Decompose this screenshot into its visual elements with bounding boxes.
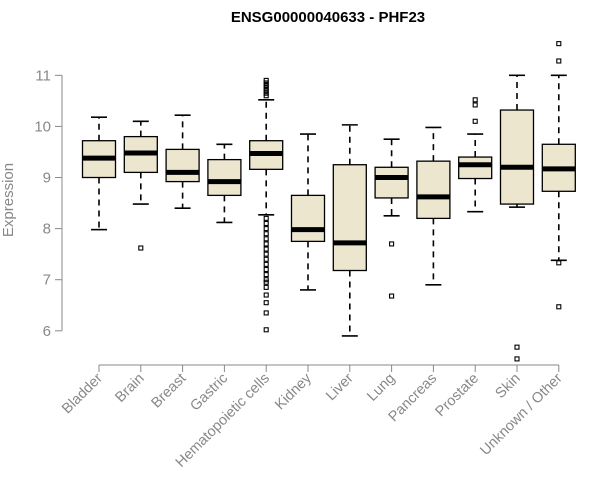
y-tick-label: 9 (43, 170, 51, 187)
box-breast (165, 114, 200, 209)
iqr-box (499, 109, 535, 205)
iqr-box (332, 164, 367, 272)
chart-title: ENSG00000040633 - PHF23 (231, 9, 425, 26)
box-hematopoietic-cells (249, 77, 284, 333)
y-tick-label: 7 (43, 272, 51, 289)
outlier-point (472, 118, 478, 124)
outlier-point (556, 41, 562, 47)
outlier-point (556, 304, 562, 310)
outlier-point (263, 85, 269, 91)
outlier-point (263, 77, 269, 83)
outlier-point (472, 97, 478, 103)
iqr-box (290, 194, 326, 243)
box-brain (123, 120, 158, 251)
outlier-point (263, 310, 269, 316)
x-tick-label: Bladder (59, 370, 106, 417)
outlier-point (514, 356, 520, 362)
outlier-point (263, 220, 269, 227)
outlier-point (263, 272, 269, 278)
outlier-point (263, 266, 269, 273)
outlier-point (556, 260, 562, 266)
box-unknown-other (541, 41, 576, 310)
outlier-point (263, 231, 269, 237)
outlier-point (138, 245, 144, 251)
outlier-point (263, 88, 269, 94)
x-tick-label: Liver (323, 370, 357, 404)
outlier-point (263, 251, 269, 257)
box-liver (332, 124, 367, 337)
outlier-point (263, 246, 269, 252)
outlier-point (263, 236, 269, 242)
x-tick-label: Skin (493, 371, 524, 402)
x-tick-label: Kidney (272, 370, 315, 413)
x-tick-label: Lung (364, 371, 398, 405)
outlier-point (389, 293, 395, 299)
box-kidney (290, 133, 326, 291)
y-axis-label: Expression (0, 163, 17, 237)
outlier-point (263, 261, 269, 267)
iqr-box (374, 166, 409, 199)
y-tick-label: 10 (34, 118, 51, 135)
outlier-point (263, 292, 269, 298)
outlier-point (263, 277, 269, 283)
box-lung (374, 138, 409, 299)
box-pancreas (416, 126, 451, 286)
box-prostate (458, 97, 493, 213)
outlier-point (263, 215, 269, 221)
iqr-box (416, 160, 451, 220)
outlier-point (263, 279, 269, 285)
y-tick-label: 6 (43, 323, 51, 340)
outlier-point (556, 58, 562, 64)
outlier-point (472, 102, 478, 108)
outlier-point (263, 90, 269, 96)
outlier-point (263, 256, 269, 262)
x-tick-label: Breast (148, 371, 189, 412)
iqr-box (458, 156, 493, 180)
y-tick-label: 8 (43, 221, 51, 238)
x-tick-label: Prostate (433, 371, 482, 420)
outlier-point (263, 241, 269, 247)
outlier-point (263, 80, 269, 86)
iqr-box (207, 158, 242, 197)
outlier-point (263, 82, 269, 89)
y-tick-label: 11 (35, 67, 51, 84)
outlier-point (389, 241, 395, 247)
outlier-point (263, 300, 269, 306)
outlier-point (263, 93, 269, 99)
x-tick-label: Brain (112, 371, 147, 406)
outlier-point (263, 226, 269, 232)
outlier-point (514, 344, 520, 350)
iqr-box (165, 148, 200, 183)
box-skin (499, 74, 535, 362)
outlier-point (263, 327, 269, 333)
box-gastric (207, 143, 242, 224)
outlier-point (263, 284, 269, 290)
boxes (81, 41, 576, 362)
box-bladder (81, 116, 117, 231)
